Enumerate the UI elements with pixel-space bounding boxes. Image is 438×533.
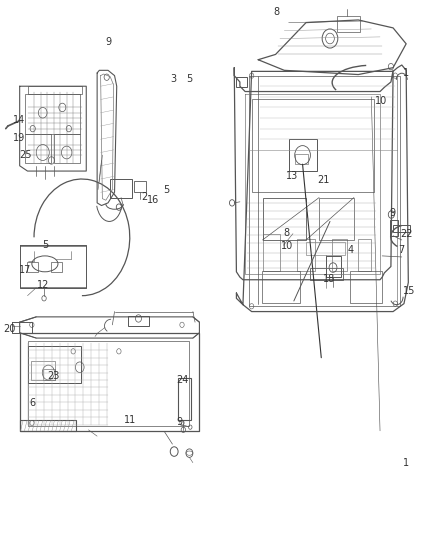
Bar xyxy=(53,134,80,163)
Bar xyxy=(31,361,55,380)
Bar xyxy=(262,233,280,271)
Text: 12: 12 xyxy=(37,279,49,289)
Text: 17: 17 xyxy=(19,265,32,275)
Bar xyxy=(250,76,399,306)
Text: 3: 3 xyxy=(170,74,177,84)
Text: 6: 6 xyxy=(30,398,36,408)
Text: 5: 5 xyxy=(42,240,48,251)
Text: 7: 7 xyxy=(398,245,404,255)
Bar xyxy=(28,86,82,94)
Bar xyxy=(28,341,188,425)
Text: 25: 25 xyxy=(19,150,32,160)
Bar xyxy=(332,239,347,271)
Bar xyxy=(110,179,132,198)
Text: 2: 2 xyxy=(141,191,147,201)
Bar xyxy=(28,346,81,383)
Bar xyxy=(261,271,300,303)
Bar xyxy=(336,16,360,32)
Text: 9: 9 xyxy=(389,208,396,219)
Bar xyxy=(237,77,247,87)
Text: 11: 11 xyxy=(124,415,136,425)
Bar xyxy=(127,317,149,326)
Bar xyxy=(295,154,308,164)
Text: 21: 21 xyxy=(317,175,330,185)
Text: 1: 1 xyxy=(403,458,409,467)
Text: 23: 23 xyxy=(47,371,60,381)
Text: 9: 9 xyxy=(106,37,112,47)
Text: 16: 16 xyxy=(147,195,159,205)
Text: 9: 9 xyxy=(177,417,183,427)
Bar xyxy=(306,241,345,255)
Text: 5: 5 xyxy=(186,74,193,84)
Text: 10: 10 xyxy=(375,96,387,106)
Text: 4: 4 xyxy=(348,245,354,255)
Bar xyxy=(27,262,38,272)
Text: 8: 8 xyxy=(283,228,290,238)
Bar xyxy=(20,420,76,431)
Text: 24: 24 xyxy=(176,375,189,385)
Text: 8: 8 xyxy=(273,7,279,17)
Bar xyxy=(178,378,191,420)
Text: 5: 5 xyxy=(164,184,170,195)
Bar xyxy=(350,271,382,303)
Bar xyxy=(51,262,62,272)
Bar xyxy=(393,225,410,231)
Text: 13: 13 xyxy=(286,172,298,181)
Bar xyxy=(25,134,51,163)
Text: 1: 1 xyxy=(403,68,409,78)
Text: 20: 20 xyxy=(4,324,16,334)
Bar xyxy=(252,100,374,192)
Bar xyxy=(297,239,315,271)
Text: 22: 22 xyxy=(400,229,413,239)
Text: 18: 18 xyxy=(323,274,336,284)
Text: 15: 15 xyxy=(403,286,416,296)
Bar xyxy=(390,220,398,236)
Text: 14: 14 xyxy=(13,115,25,125)
Bar xyxy=(289,139,317,171)
Bar xyxy=(134,181,146,192)
Text: 19: 19 xyxy=(13,133,25,143)
Bar xyxy=(311,268,343,280)
Text: 10: 10 xyxy=(281,241,293,252)
Bar xyxy=(43,369,55,380)
Bar xyxy=(262,198,306,240)
Bar xyxy=(358,239,371,271)
Bar xyxy=(325,256,341,277)
Bar xyxy=(25,94,80,134)
Bar xyxy=(319,198,354,240)
